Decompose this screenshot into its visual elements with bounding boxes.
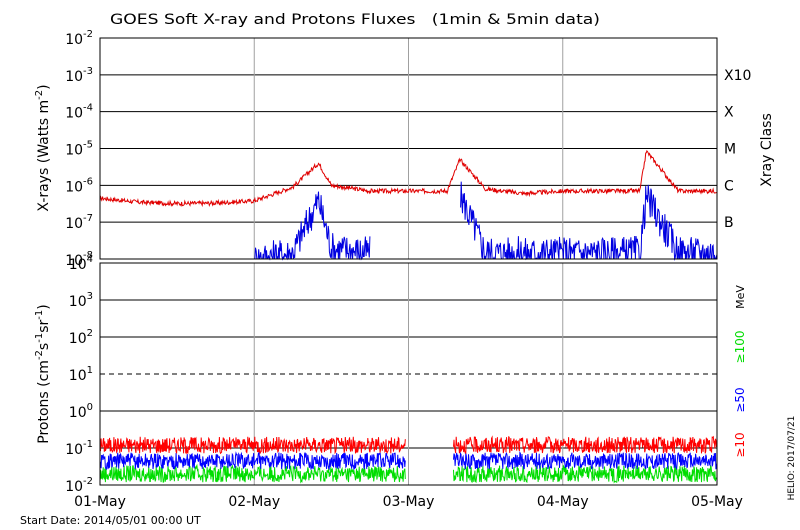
y-tick-label: 102 bbox=[69, 328, 93, 347]
xray-class-label: B bbox=[724, 215, 734, 231]
xray-frame bbox=[99, 37, 718, 260]
start-date: Start Date: 2014/05/01 00:00 UT bbox=[20, 514, 201, 527]
y-tick-label: 103 bbox=[69, 291, 93, 310]
chart-title: GOES Soft X-ray and Protons Fluxes (1min… bbox=[110, 12, 600, 28]
proton-panel: 104 103 102 101 100 10-1 10-2 Protons (cm-2s-1… bbox=[34, 254, 747, 495]
y-tick-label: 10-8 bbox=[65, 250, 93, 269]
x-tick-label: 01-May bbox=[74, 494, 126, 510]
x-tick-label: 04-May bbox=[537, 494, 589, 510]
xray-class-label: M bbox=[724, 142, 736, 158]
xray-class-title: Xray Class bbox=[759, 113, 775, 187]
xray-short-series bbox=[254, 181, 718, 261]
xray-panel: 10-2 10-3 10-4 10-5 10-6 10-7 10-8 X10 X M C B Xra… bbox=[34, 29, 775, 269]
xray-y-axis-title: X-rays (Watts m-2) bbox=[34, 84, 52, 211]
proton-ge100-series bbox=[99, 463, 717, 484]
proton-y-tick-labels: 104 103 102 101 100 10-1 10-2 bbox=[65, 254, 93, 495]
proton-series bbox=[99, 435, 717, 484]
y-tick-label: 100 bbox=[69, 402, 93, 421]
y-tick-label: 10-7 bbox=[65, 213, 93, 232]
xray-class-label: X10 bbox=[724, 68, 751, 84]
proton-frame bbox=[99, 262, 718, 486]
y-tick-label: 104 bbox=[69, 254, 93, 273]
proton-unit-label: MeV bbox=[734, 285, 747, 309]
x-tick-label: 02-May bbox=[228, 494, 280, 510]
y-tick-label: 10-6 bbox=[65, 176, 93, 195]
xray-series bbox=[99, 149, 718, 261]
y-tick-label: 10-3 bbox=[65, 66, 93, 85]
y-tick-label: 10-2 bbox=[65, 29, 93, 48]
xray-long-series bbox=[99, 149, 718, 208]
xray-class-label: C bbox=[724, 178, 734, 194]
proton-ge10-series bbox=[99, 435, 717, 455]
legend-p50: ≥50 bbox=[733, 387, 747, 412]
x-tick-labels: 01-May 02-May 03-May 04-May 05-May bbox=[74, 494, 743, 510]
credit-label: HELIO: 2017/07/21 bbox=[787, 416, 797, 501]
proton-ge50-series bbox=[99, 450, 717, 471]
proton-y-axis-title: Protons (cm-2s-1sr-1) bbox=[34, 304, 52, 443]
xray-day-lines bbox=[253, 38, 564, 259]
y-tick-label: 10-4 bbox=[65, 103, 93, 122]
y-tick-label: 10-5 bbox=[65, 140, 93, 159]
xray-class-label: X bbox=[724, 105, 734, 121]
x-tick-label: 03-May bbox=[383, 494, 435, 510]
x-tick-label: 05-May bbox=[691, 494, 743, 510]
xray-class-labels: X10 X M C B bbox=[724, 68, 751, 231]
legend-p100: ≥100 bbox=[733, 331, 747, 364]
xray-y-tick-labels: 10-2 10-3 10-4 10-5 10-6 10-7 10-8 bbox=[65, 29, 93, 269]
y-tick-label: 10-2 bbox=[65, 476, 93, 495]
y-tick-label: 101 bbox=[69, 365, 93, 384]
legend-p10: ≥10 bbox=[733, 432, 747, 457]
y-tick-label: 10-1 bbox=[65, 439, 93, 458]
